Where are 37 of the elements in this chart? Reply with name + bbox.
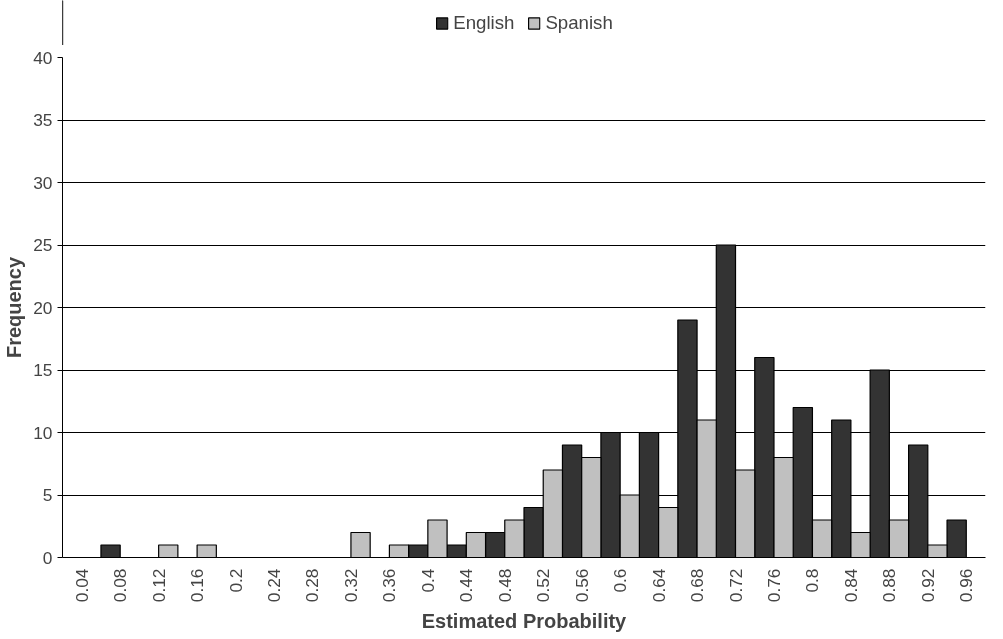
y-tick-label: 40: [33, 47, 53, 68]
x-tick-label: 0.16: [187, 568, 208, 603]
y-tick-label: 10: [33, 422, 53, 443]
legend-label: English: [453, 11, 515, 34]
y-tick-label: 15: [33, 360, 53, 380]
x-tick-label: 0.92: [917, 568, 938, 603]
y-axis-title: Frequency: [3, 256, 26, 359]
x-tick-label: 0.64: [648, 568, 669, 603]
x-axis-title: Estimated Probability: [421, 610, 628, 633]
y-tick-label: 0: [42, 547, 53, 568]
legend-label: Spanish: [545, 11, 613, 34]
x-tick-label: 0.4: [417, 568, 438, 593]
y-tick-label: 20: [33, 297, 53, 318]
x-tick-label: 0.76: [763, 568, 784, 603]
x-tick-label: 0.2: [225, 568, 246, 593]
y-tick-label: 5: [42, 485, 53, 505]
x-tick-label: 0.96: [956, 568, 977, 603]
x-tick-label: 0.68: [687, 568, 708, 603]
x-tick-label: 0.48: [494, 568, 515, 603]
y-tick-label: 25: [33, 235, 53, 255]
x-tick-label: 0.6: [610, 568, 631, 593]
x-tick-label: 0.8: [802, 568, 823, 593]
x-tick-label: 0.32: [340, 568, 361, 603]
x-tick-label: 0.44: [456, 568, 477, 603]
x-tick-label: 0.52: [533, 568, 554, 603]
x-tick-label: 0.72: [725, 568, 746, 603]
x-tick-label: 0.24: [264, 568, 285, 603]
x-tick-label: 0.12: [148, 568, 169, 603]
x-tick-label: 0.08: [110, 568, 131, 603]
x-tick-label: 0.28: [302, 568, 323, 603]
y-tick-label: 30: [33, 172, 53, 193]
y-tick-label: 35: [33, 110, 53, 130]
x-tick-label: 0.88: [879, 568, 900, 603]
x-tick-label: 0.56: [571, 568, 592, 603]
x-tick-label: 0.36: [379, 568, 400, 603]
x-tick-label: 0.04: [71, 568, 92, 603]
x-tick-label: 0.84: [840, 568, 861, 603]
